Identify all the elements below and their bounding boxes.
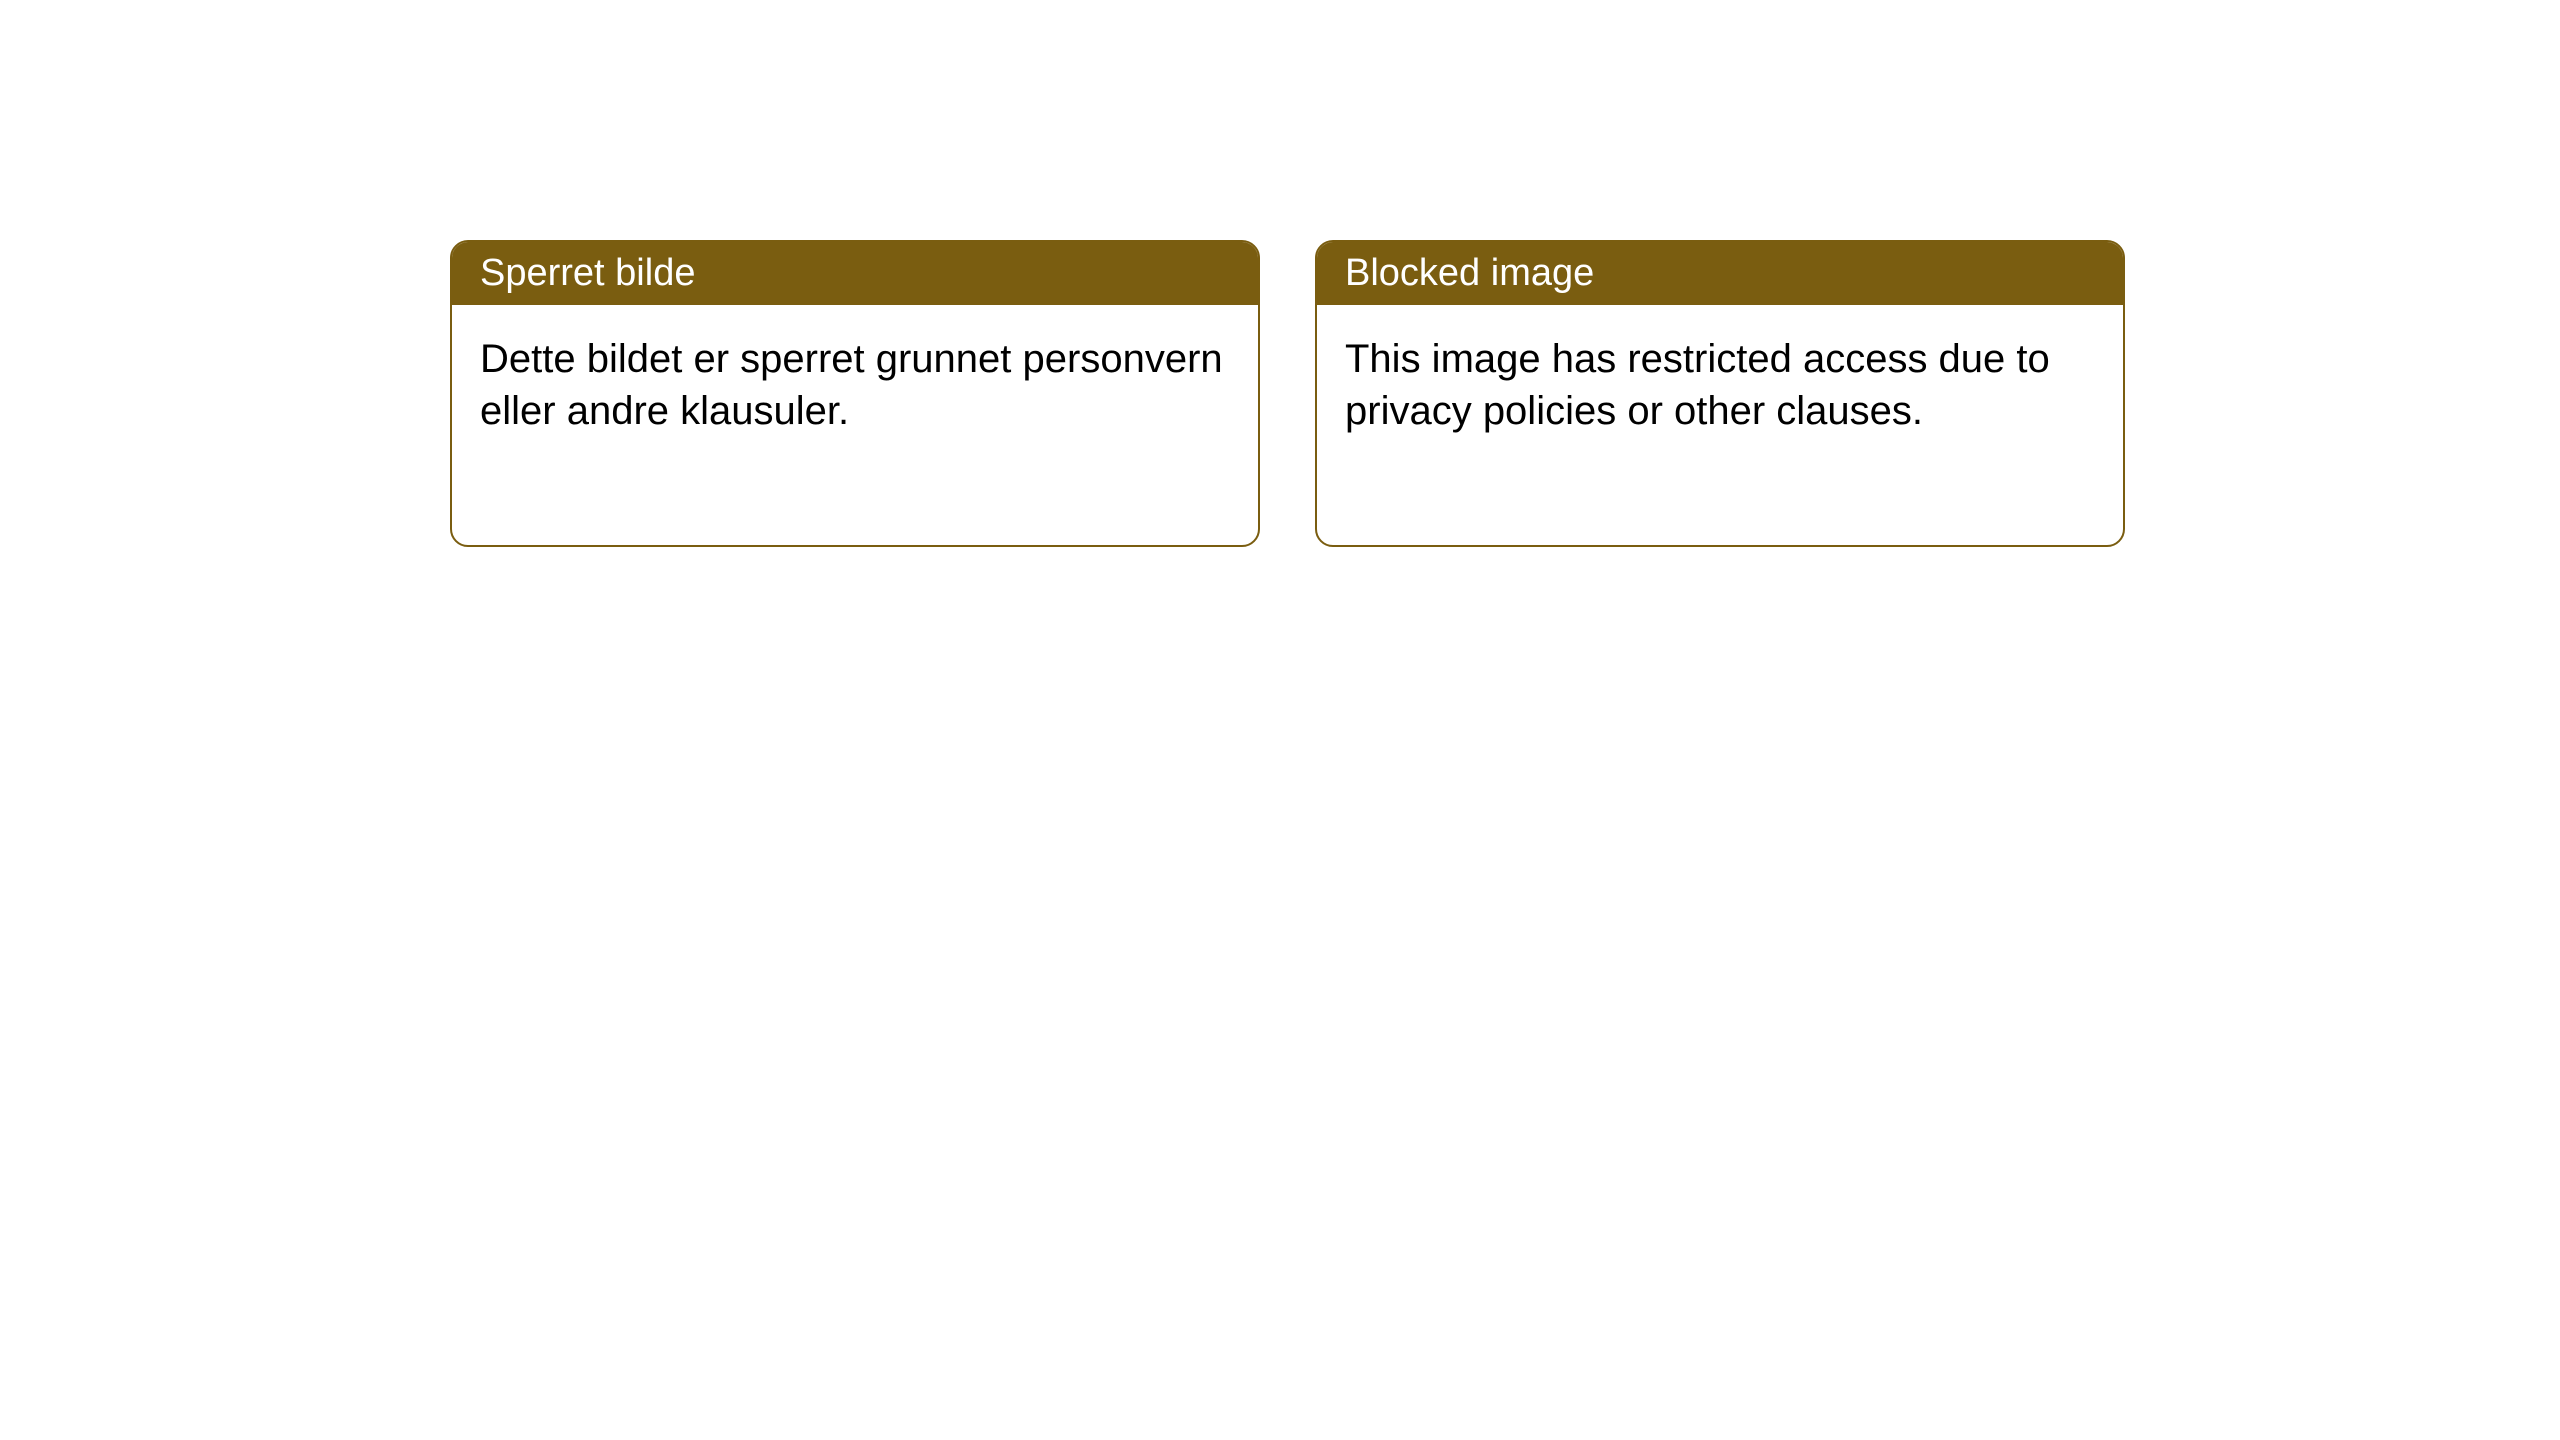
notice-body-english: This image has restricted access due to … (1317, 305, 2123, 545)
notice-card-english: Blocked image This image has restricted … (1315, 240, 2125, 547)
notice-header-norwegian: Sperret bilde (452, 242, 1258, 305)
notice-container: Sperret bilde Dette bildet er sperret gr… (0, 0, 2560, 547)
notice-card-norwegian: Sperret bilde Dette bildet er sperret gr… (450, 240, 1260, 547)
notice-body-norwegian: Dette bildet er sperret grunnet personve… (452, 305, 1258, 545)
notice-header-english: Blocked image (1317, 242, 2123, 305)
